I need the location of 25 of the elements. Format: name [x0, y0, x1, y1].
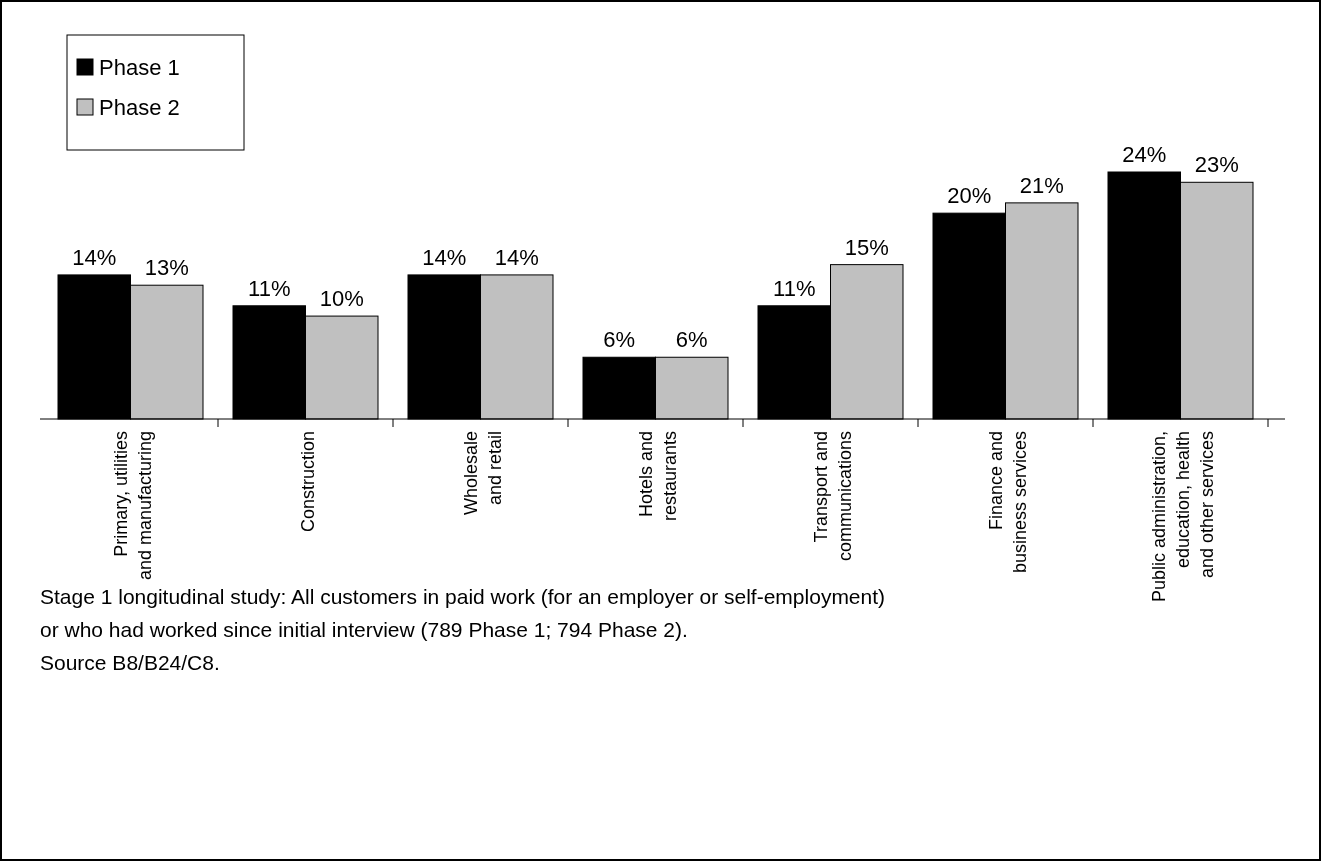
source-note: Source B8/B24/C8. [40, 651, 220, 674]
text: Stage 1 longitudinal study: All customers in paid work (for an employer or self-employment) [40, 585, 886, 608]
x-tick-label: Hotels and restaurants [635, 431, 680, 522]
data-label: 24% [1122, 142, 1167, 167]
data-label: 6% [603, 327, 636, 353]
x-tick-label: Construction [297, 431, 318, 533]
data-label: 13% [144, 255, 189, 281]
x-tick-label: Wholesale and retail [460, 431, 505, 516]
data-label: 6% [675, 327, 708, 353]
data-label: 14% [422, 244, 467, 270]
data-label: 23% [1194, 152, 1239, 178]
legend-label: Phase 2 [99, 95, 180, 120]
x-tick-label: Primary, utilities and manufacturing [110, 431, 155, 581]
data-label: 11% [773, 275, 816, 301]
data-label: 14% [494, 244, 539, 270]
data-label: 21% [1019, 172, 1064, 198]
data-label: 10% [319, 286, 364, 312]
data-label: 20% [947, 183, 992, 209]
x-tick-label: Transport and communications [810, 431, 855, 562]
data-label: 11% [248, 275, 291, 301]
legend-label: Phase 1 [99, 55, 180, 80]
data-label: 15% [844, 234, 889, 260]
x-tick-label: Finance and business services [985, 431, 1030, 574]
text: or who had worked since initial interview (789 Phase 1; 794 Phase 2). [40, 618, 688, 641]
data-label: 14% [72, 244, 117, 270]
